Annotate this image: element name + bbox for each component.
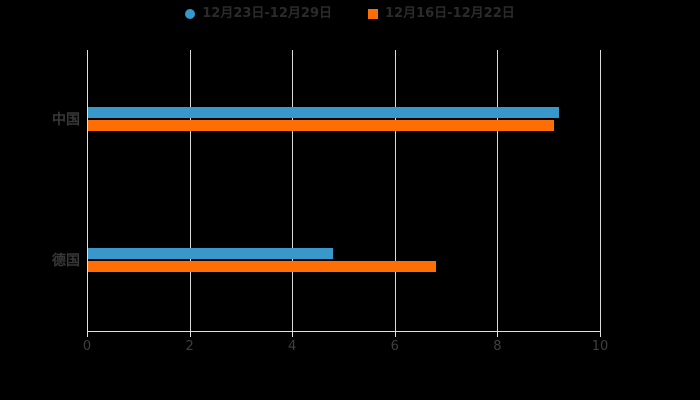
bar-cat0-series0[interactable] [88, 107, 559, 119]
legend-item-0[interactable]: 12月23日-12月29日 [185, 6, 332, 22]
gridline [189, 50, 191, 331]
x-axis-tick [189, 332, 191, 337]
y-axis-line [87, 50, 88, 331]
legend: 12月23日-12月29日 12月16日-12月22日 [0, 6, 700, 22]
gridline [394, 50, 396, 331]
gridline [292, 50, 294, 331]
legend-circle-marker-icon [185, 9, 196, 19]
bar-cat1-series0[interactable] [88, 247, 334, 259]
x-axis-tick [497, 332, 499, 337]
x-axis-tick [292, 332, 294, 337]
gridline [600, 50, 601, 331]
x-axis-tick [394, 332, 396, 337]
legend-square-marker-icon [368, 9, 378, 19]
x-axis-tick-label: 4 [288, 339, 297, 354]
x-axis-tick-label: 6 [390, 339, 399, 354]
legend-item-1[interactable]: 12月16日-12月22日 [368, 6, 515, 22]
legend-item-label: 12月16日-12月22日 [385, 6, 515, 21]
bar-cat0-series1[interactable] [88, 120, 554, 132]
y-axis-category-label-0: 中国 [52, 112, 80, 129]
bar-cat1-series1[interactable] [88, 260, 436, 272]
x-axis-tick-label: 8 [493, 339, 502, 354]
x-axis-tick-label: 0 [82, 339, 92, 354]
x-axis-tick-label: 10 [591, 339, 609, 354]
y-axis-category-label-1: 德国 [52, 252, 80, 269]
x-axis-tick-label: 2 [185, 339, 194, 354]
legend-item-label: 12月23日-12月29日 [202, 6, 332, 21]
gridline [497, 50, 499, 331]
x-axis-line [87, 331, 601, 332]
x-axis-tick [600, 332, 601, 337]
x-axis-tick [87, 332, 88, 337]
